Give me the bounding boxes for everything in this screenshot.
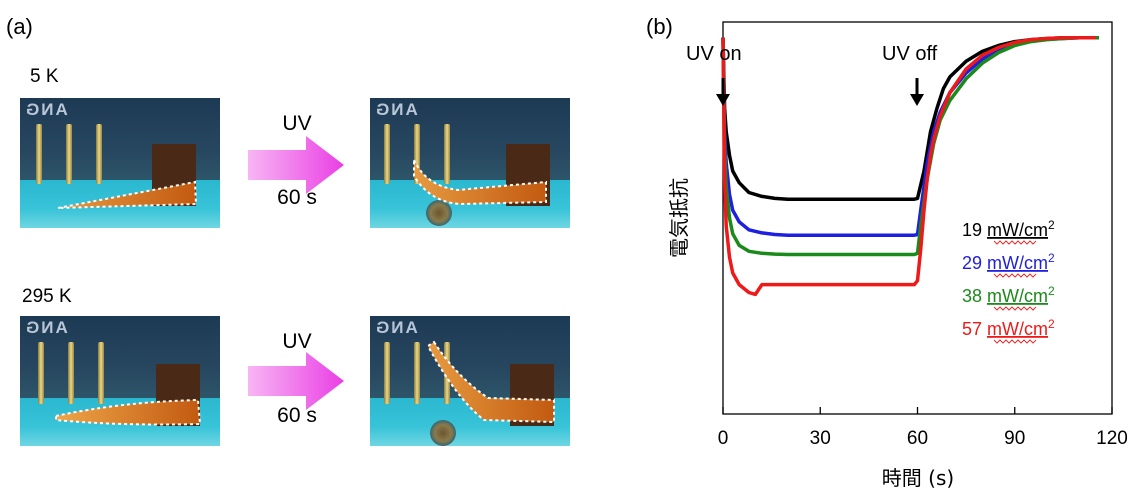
uv-on-arrow bbox=[716, 78, 730, 106]
x-tick-label: 0 bbox=[718, 428, 729, 449]
legend-item-38: 38 mW/cm2 bbox=[962, 284, 1055, 306]
crystal-outline bbox=[55, 398, 202, 426]
temperature-label-295k: 295 K bbox=[22, 286, 72, 307]
photo-295k-before: ANG bbox=[20, 316, 220, 446]
arrow-text-uv-2: UV bbox=[282, 330, 312, 353]
crystal-outline bbox=[57, 180, 198, 209]
legend-item-57: 57 mW/cm2 bbox=[962, 317, 1055, 339]
crystal-outline-bent bbox=[413, 159, 547, 206]
uv-arrow-1 bbox=[248, 136, 346, 199]
photo-5k-after: ANG bbox=[370, 98, 570, 228]
arrow-text-time-2: 60 s bbox=[277, 404, 317, 427]
x-tick-label: 120 bbox=[1096, 428, 1128, 449]
y-axis-title: 電気抵抗 bbox=[667, 178, 691, 258]
x-ticks: 0 30 60 90 120 bbox=[718, 407, 1128, 449]
temperature-label-5k: 5 K bbox=[30, 66, 59, 87]
photo-5k-before: ANG bbox=[20, 98, 220, 228]
series-lines bbox=[721, 35, 1099, 297]
uv-off-label: UV off bbox=[882, 43, 938, 65]
legend: 19 mW/cm2 29 mW/cm2 38 mW/cm2 57 mW/cm2 bbox=[962, 218, 1055, 344]
arrow-text-uv-1: UV bbox=[282, 112, 312, 135]
x-tick-label: 90 bbox=[1004, 428, 1025, 449]
spellcheck-underline bbox=[993, 273, 1037, 278]
spellcheck-underline bbox=[993, 306, 1037, 311]
panel-b-label: (b) bbox=[646, 14, 673, 39]
spellcheck-underline bbox=[993, 339, 1037, 344]
panel-a-label: (a) bbox=[6, 14, 33, 39]
spellcheck-underline bbox=[993, 240, 1037, 245]
uv-on-label: UV on bbox=[686, 43, 742, 65]
uv-off-arrow bbox=[910, 78, 924, 106]
x-tick-label: 60 bbox=[907, 428, 928, 449]
x-axis-title: 時間 (s) bbox=[882, 466, 954, 488]
series-line-29 bbox=[721, 35, 1096, 237]
arrow-text-time-1: 60 s bbox=[277, 186, 317, 209]
photo-295k-after: ANG bbox=[370, 316, 570, 446]
legend-item-29: 29 mW/cm2 bbox=[962, 251, 1055, 273]
series-line-38 bbox=[721, 35, 1099, 257]
resistance-chart: 0 30 60 90 120 UV on UV off 時間 (s) 電気抵抗 19 m… bbox=[667, 21, 1128, 488]
series-line-57 bbox=[721, 35, 1096, 297]
x-tick-label: 30 bbox=[810, 428, 831, 449]
uv-arrow-2 bbox=[248, 352, 346, 415]
crystal-outline-bent bbox=[426, 340, 555, 424]
legend-item-19: 19 mW/cm2 bbox=[962, 218, 1055, 240]
